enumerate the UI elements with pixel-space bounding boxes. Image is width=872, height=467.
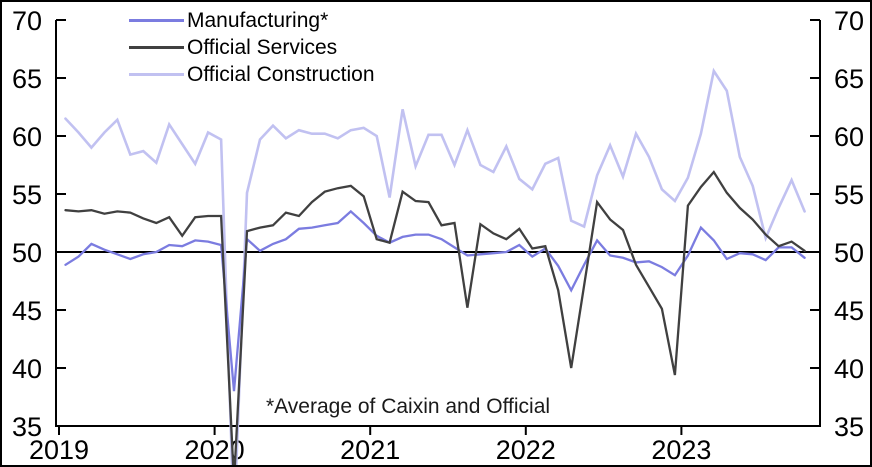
legend-swatch xyxy=(129,19,184,22)
legend-item-manufacturing: Manufacturing* xyxy=(129,9,375,32)
y-tick-label-left: 65 xyxy=(12,64,42,94)
series-line-official-construction xyxy=(64,67,806,465)
legend-label: Official Construction xyxy=(187,63,375,86)
y-tick-label-right: 65 xyxy=(834,64,864,94)
x-tick-label: 2019 xyxy=(29,435,89,465)
y-tick-label-right: 70 xyxy=(834,6,864,36)
y-tick-label-right: 50 xyxy=(834,238,864,268)
legend-swatch xyxy=(129,73,184,76)
series-line-manufacturing xyxy=(64,209,806,392)
y-tick-label-right: 55 xyxy=(834,180,864,210)
y-tick-label-left: 60 xyxy=(12,122,42,152)
y-tick-label-right: 40 xyxy=(834,354,864,384)
chart-footnote: *Average of Caixin and Official xyxy=(266,395,551,418)
legend-item-official-construction: Official Construction xyxy=(129,63,375,86)
y-tick-label-left: 70 xyxy=(12,6,42,36)
legend-item-official-services: Official Services xyxy=(129,36,375,59)
legend-swatch xyxy=(129,46,184,49)
y-tick-label-right: 45 xyxy=(834,296,864,326)
y-tick-label-left: 35 xyxy=(12,412,42,442)
y-tick-label-right: 35 xyxy=(834,412,864,442)
legend-label: Manufacturing* xyxy=(187,9,329,32)
y-tick-label-right: 60 xyxy=(834,122,864,152)
y-tick-label-left: 50 xyxy=(12,238,42,268)
y-tick-label-left: 45 xyxy=(12,296,42,326)
series-line-official-services xyxy=(64,170,806,465)
legend-label: Official Services xyxy=(187,36,338,59)
y-tick-label-left: 40 xyxy=(12,354,42,384)
x-tick-label: 2023 xyxy=(651,435,711,465)
x-tick-label: 2021 xyxy=(340,435,400,465)
legend: Manufacturing* Official Services Official … xyxy=(129,9,375,86)
y-tick-label-left: 55 xyxy=(12,180,42,210)
x-tick-label: 2022 xyxy=(496,435,556,465)
